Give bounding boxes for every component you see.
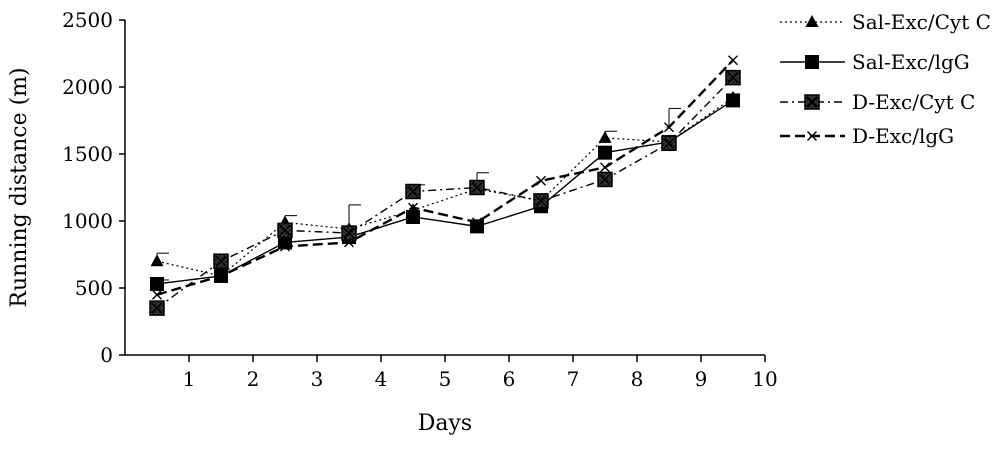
data-point [598, 145, 612, 160]
data-point [726, 93, 740, 108]
data-point [664, 122, 674, 133]
legend-label: D-Exc/Cyt C [852, 90, 975, 114]
data-point [280, 241, 290, 252]
data-point [216, 270, 226, 281]
series-4 [152, 55, 738, 300]
data-point [406, 209, 420, 224]
data-point [405, 183, 421, 200]
data-point [150, 276, 164, 291]
legend-marker [805, 55, 819, 69]
legend-marker [807, 131, 817, 141]
data-point [277, 222, 293, 239]
marker-cross [806, 96, 818, 108]
x-tick-label: 3 [311, 367, 324, 391]
legend-marker [804, 94, 820, 110]
legend-label: Sal-Exc/Cyt C [852, 10, 991, 34]
series-layer [149, 55, 741, 316]
marker-cross [279, 224, 291, 236]
legend-label: Sal-Exc/lgG [852, 50, 970, 74]
data-point [469, 179, 485, 196]
marker-cross [727, 72, 739, 84]
legend-item-1: Sal-Exc/Cyt C [780, 10, 991, 34]
data-point [408, 202, 418, 213]
legend-item-2: Sal-Exc/lgG [780, 50, 970, 74]
x-tick-label: 9 [695, 367, 708, 391]
data-point [472, 217, 482, 228]
data-point [470, 219, 484, 234]
marker-cross [471, 181, 483, 194]
axes: 0 500 1000 1500 2000 2500 1 2 3 4 5 6 7 8 9 10 [62, 8, 778, 391]
series-line [156, 97, 734, 277]
series-3 [149, 69, 741, 316]
marker-cross [535, 195, 547, 207]
x-axis-title: Days [418, 411, 472, 436]
series-line [156, 59, 734, 296]
legend-marker [805, 15, 819, 27]
x-tick-label: 1 [183, 367, 196, 391]
y-tick-label: 500 [75, 276, 113, 300]
legend-item-3: D-Exc/Cyt C [780, 90, 975, 114]
y-tick-label: 2500 [62, 8, 113, 32]
data-point [661, 135, 677, 152]
x-tick-label: 2 [247, 367, 260, 391]
x-tick-label: 5 [439, 367, 452, 391]
marker-cross [407, 185, 419, 198]
y-tick-label: 1000 [62, 209, 113, 233]
marker-cross [663, 137, 675, 149]
data-point [597, 171, 613, 188]
marker-cross [151, 302, 163, 314]
series-2 [150, 93, 740, 291]
series-line [156, 77, 734, 309]
legend: Sal-Exc/Cyt C Sal-Exc/lgG D-Exc/Cyt C D-Exc… [780, 10, 991, 148]
x-tick-label: 7 [567, 367, 580, 391]
data-point [152, 289, 162, 300]
data-point [533, 193, 549, 209]
y-tick-label: 1500 [62, 142, 113, 166]
marker-cross [599, 173, 611, 186]
data-point [150, 254, 164, 267]
data-point [536, 175, 546, 186]
data-point [341, 225, 357, 241]
legend-item-4: D-Exc/lgG [780, 124, 954, 148]
x-tick-label: 6 [503, 367, 516, 391]
x-tick-label: 8 [631, 367, 644, 391]
y-tick-label: 2000 [62, 75, 113, 99]
marker-cross [215, 255, 227, 267]
data-point [213, 253, 229, 269]
data-point [728, 55, 738, 66]
data-point [344, 237, 354, 248]
y-axis-title: Running distance (m) [7, 67, 32, 307]
data-point [725, 69, 741, 86]
data-point [598, 130, 612, 143]
data-point [149, 300, 165, 316]
x-tick-label: 10 [752, 367, 777, 391]
data-point [600, 162, 610, 173]
marker-cross [343, 227, 355, 239]
x-tick-label: 4 [375, 367, 388, 391]
y-tick-label: 0 [100, 343, 113, 367]
series-1 [150, 90, 740, 281]
legend-label: D-Exc/lgG [852, 124, 954, 148]
